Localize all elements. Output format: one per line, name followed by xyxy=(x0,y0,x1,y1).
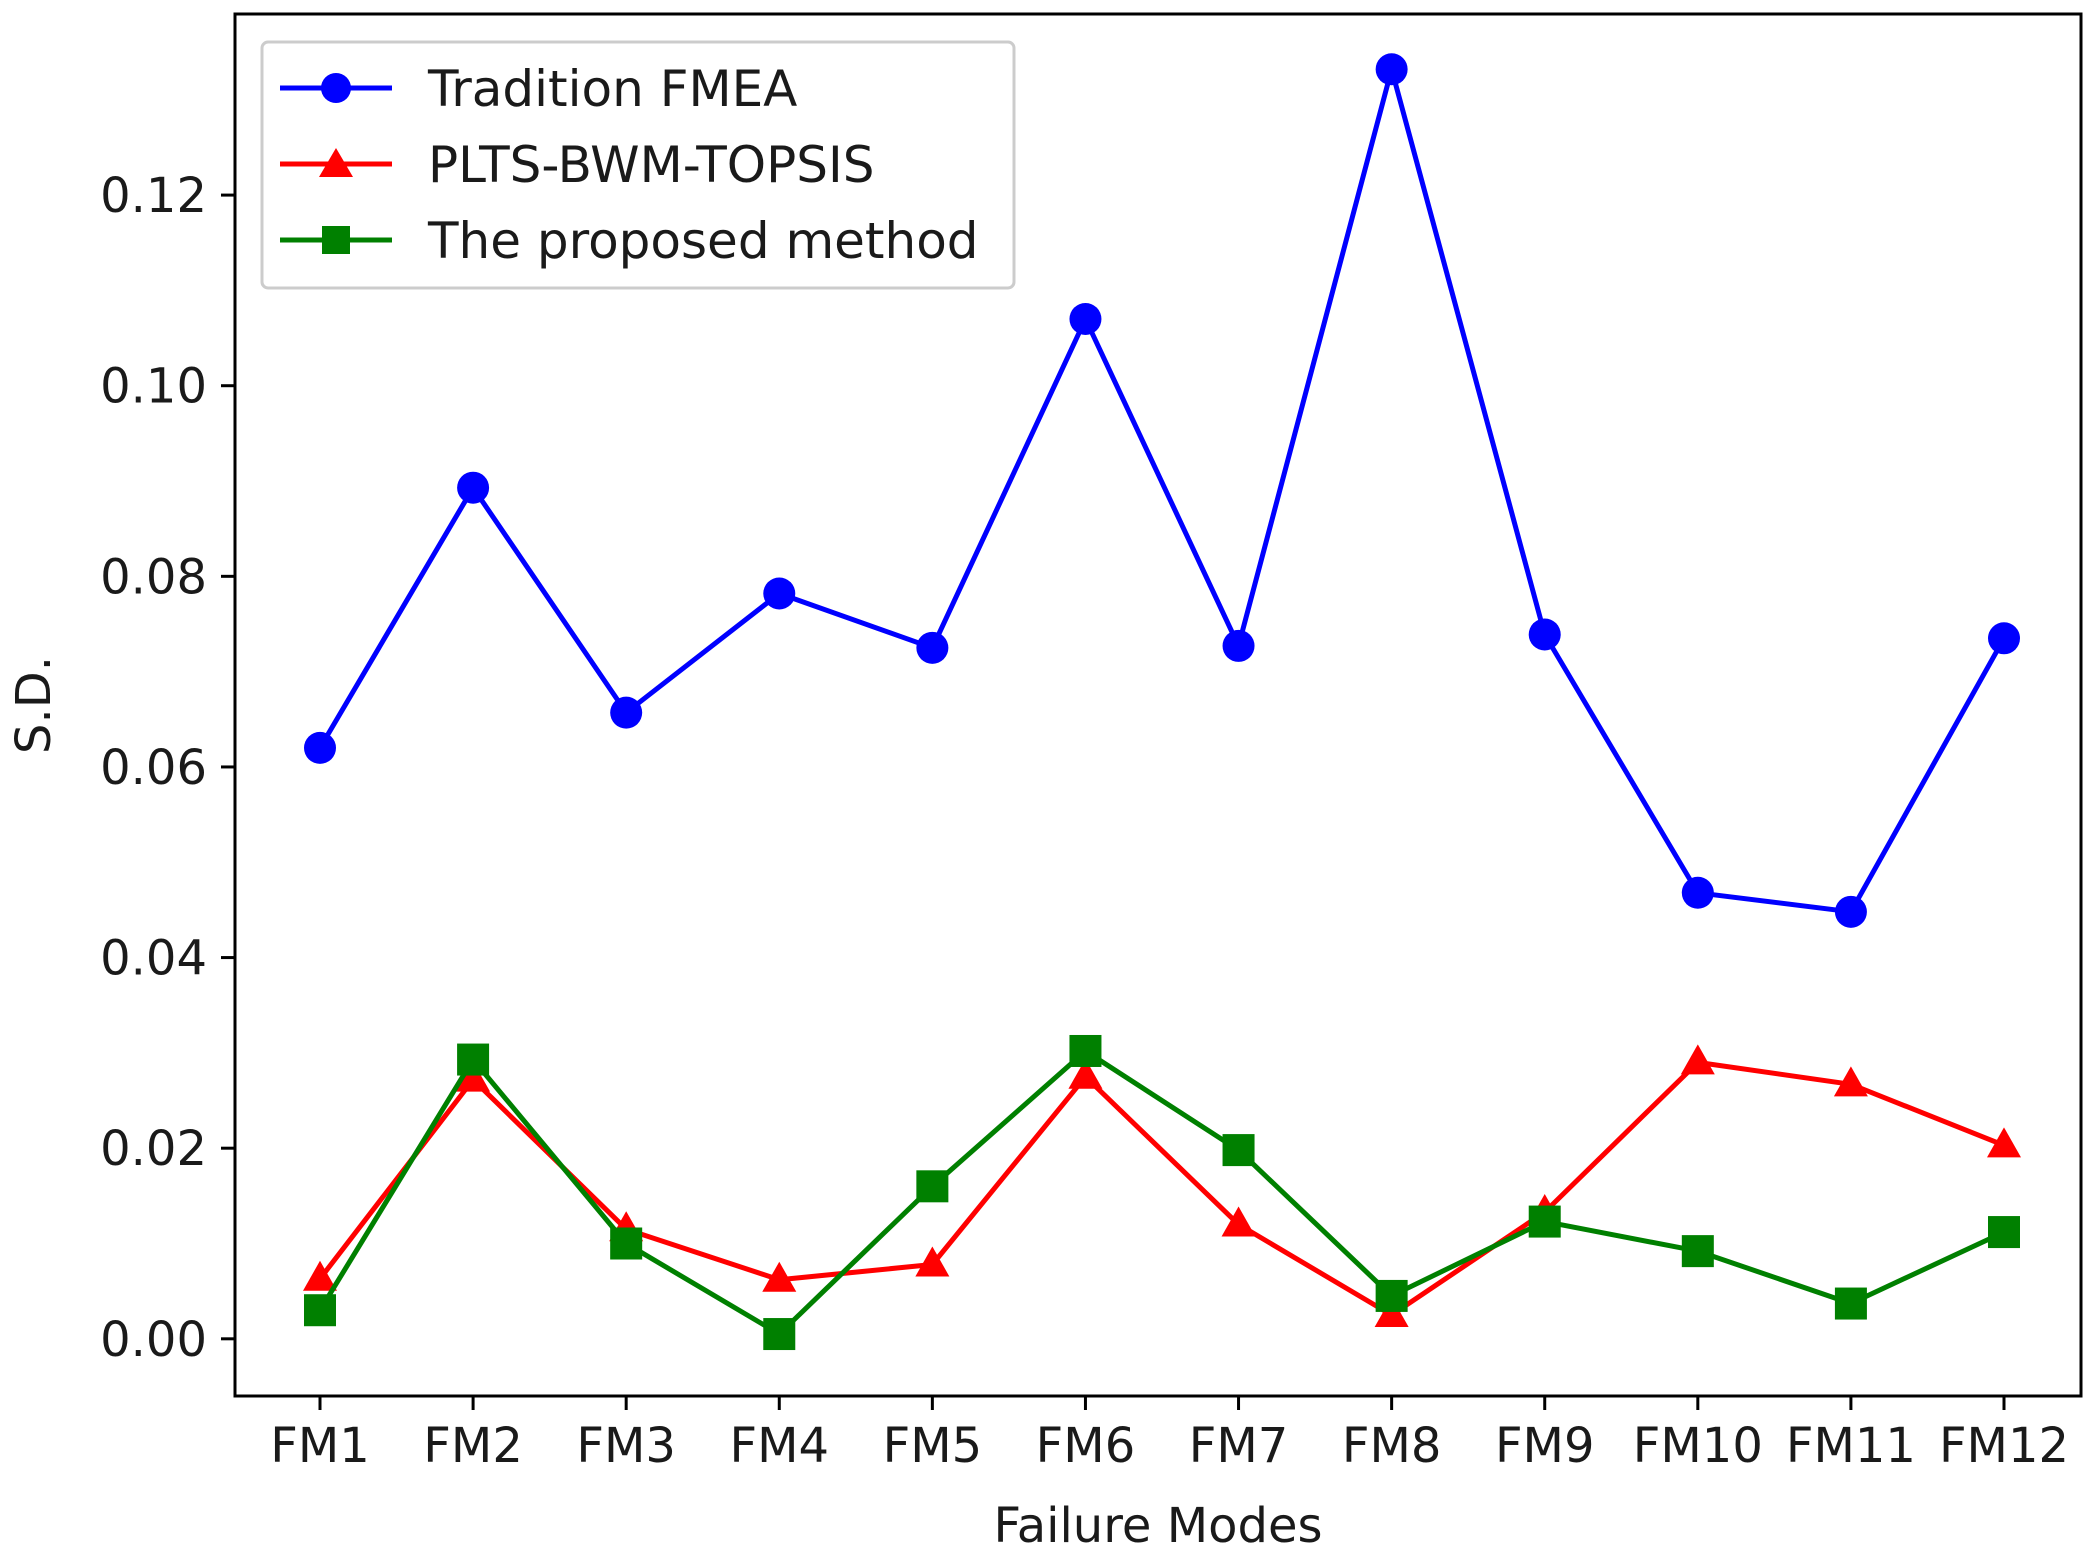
data-point-plts-bwm-topsis xyxy=(1987,1127,2021,1158)
series-layer xyxy=(303,53,2021,1351)
x-tick-label: FM7 xyxy=(1189,1418,1289,1474)
data-point-the-proposed-method xyxy=(1528,1205,1561,1238)
data-point-tradition-fmea xyxy=(1681,876,1714,909)
y-tick-label: 0.10 xyxy=(100,359,207,415)
data-point-tradition-fmea xyxy=(1069,302,1102,335)
data-point-plts-bwm-topsis xyxy=(1068,1058,1103,1089)
legend-label-plts-bwm-topsis: PLTS-BWM-TOPSIS xyxy=(428,136,874,194)
data-point-the-proposed-method xyxy=(1681,1235,1714,1268)
data-point-the-proposed-method xyxy=(763,1318,796,1351)
x-tick-label: FM9 xyxy=(1495,1418,1595,1474)
data-point-tradition-fmea xyxy=(610,696,643,729)
legend-entry-tradition-fmea: Tradition FMEA xyxy=(280,60,797,118)
data-point-plts-bwm-topsis xyxy=(1374,1296,1409,1327)
data-point-plts-bwm-topsis xyxy=(1221,1206,1256,1237)
series-the-proposed-method xyxy=(304,1034,2020,1351)
legend-label-tradition-fmea: Tradition FMEA xyxy=(427,60,797,118)
data-point-tradition-fmea xyxy=(1222,629,1255,662)
x-tick-label: FM12 xyxy=(1939,1418,2069,1474)
x-tick-label: FM2 xyxy=(423,1418,523,1474)
legend-marker-circle xyxy=(321,73,351,103)
x-tick-label: FM4 xyxy=(729,1418,829,1474)
y-axis: 0.00 0.02 0.04 0.06 0.08 0.10 0.12 xyxy=(100,168,235,1368)
legend: Tradition FMEA PLTS-BWM-TOPSIS The propo… xyxy=(260,40,1016,290)
data-point-tradition-fmea xyxy=(1528,618,1561,651)
data-point-the-proposed-method xyxy=(610,1227,643,1260)
series-line-plts-bwm-topsis xyxy=(318,1059,2005,1318)
series-tradition-fmea xyxy=(304,53,2020,928)
data-point-the-proposed-method xyxy=(1988,1216,2020,1249)
x-axis: FM1 FM2 FM3 FM4 FM5 FM6 FM7 FM8 FM9 FM10 FM11 FM12 xyxy=(270,1396,2069,1474)
legend-entry-plts-bwm-topsis: PLTS-BWM-TOPSIS xyxy=(280,136,874,194)
legend-entry-proposed-method: The proposed method xyxy=(280,212,979,270)
data-point-plts-bwm-topsis xyxy=(915,1246,950,1277)
data-point-the-proposed-method xyxy=(457,1043,490,1076)
x-tick-label: FM6 xyxy=(1036,1418,1136,1474)
y-tick-label: 0.08 xyxy=(100,549,207,605)
data-point-tradition-fmea xyxy=(916,631,949,664)
data-point-tradition-fmea xyxy=(457,471,490,504)
data-point-tradition-fmea xyxy=(763,577,796,610)
data-point-the-proposed-method xyxy=(1375,1279,1408,1312)
data-point-tradition-fmea xyxy=(1834,895,1867,928)
data-point-plts-bwm-topsis xyxy=(1680,1044,1715,1075)
series-line-tradition-fmea xyxy=(317,66,2007,915)
y-tick-label: 0.00 xyxy=(100,1312,207,1368)
x-tick-label: FM11 xyxy=(1786,1418,1916,1474)
x-tick-label: FM10 xyxy=(1633,1418,1763,1474)
data-point-the-proposed-method xyxy=(916,1170,949,1203)
data-point-the-proposed-method xyxy=(304,1294,336,1327)
data-point-plts-bwm-topsis xyxy=(303,1260,337,1291)
data-point-plts-bwm-topsis xyxy=(762,1261,797,1292)
legend-marker-square xyxy=(322,226,350,254)
y-tick-label: 0.02 xyxy=(100,1121,207,1177)
y-tick-label: 0.06 xyxy=(100,740,207,796)
x-tick-label: FM3 xyxy=(576,1418,676,1474)
data-point-plts-bwm-topsis xyxy=(1833,1066,1868,1097)
data-point-the-proposed-method xyxy=(1222,1134,1255,1167)
data-point-the-proposed-method xyxy=(1069,1034,1102,1067)
x-tick-label: FM5 xyxy=(883,1418,983,1474)
y-axis-title: S.D. xyxy=(6,656,62,754)
x-axis-title: Failure Modes xyxy=(994,1498,1323,1554)
legend-marker-triangle xyxy=(319,148,353,177)
x-tick-label: FM1 xyxy=(270,1418,370,1474)
x-tick-label: FM8 xyxy=(1342,1418,1442,1474)
series-line-the-proposed-method xyxy=(317,1048,2006,1337)
data-point-tradition-fmea xyxy=(1375,53,1408,86)
y-tick-label: 0.04 xyxy=(100,931,207,987)
y-tick-label: 0.12 xyxy=(100,168,207,224)
legend-label-proposed-method: The proposed method xyxy=(427,212,979,270)
data-point-the-proposed-method xyxy=(1834,1287,1867,1320)
legend-box xyxy=(260,40,1016,290)
plot-frame xyxy=(233,12,2083,1398)
data-point-plts-bwm-topsis xyxy=(456,1061,491,1092)
data-point-tradition-fmea xyxy=(1988,622,2020,655)
data-point-tradition-fmea xyxy=(304,731,336,764)
